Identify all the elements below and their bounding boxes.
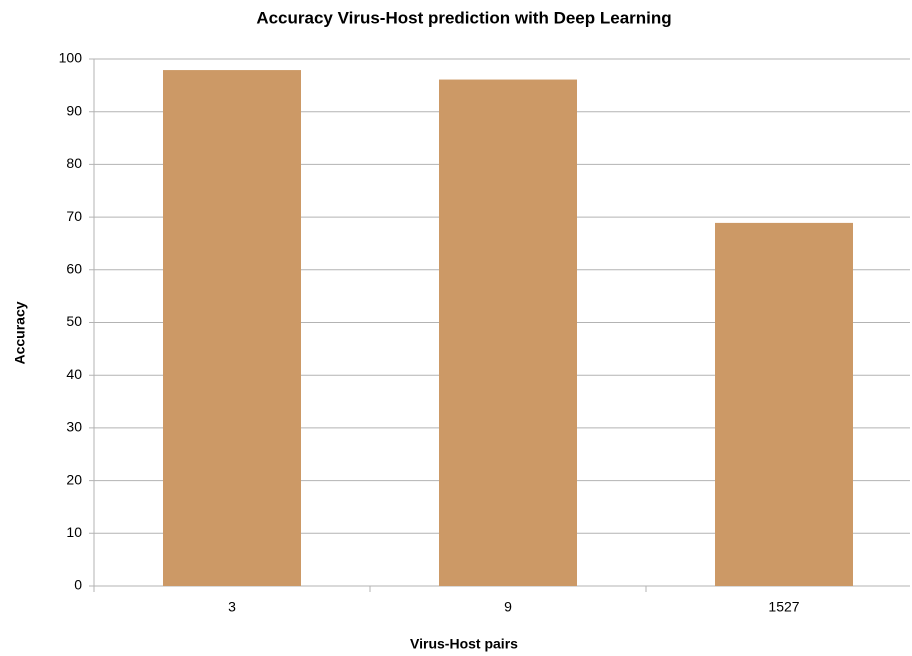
x-axis-label: Virus-Host pairs [410,636,518,652]
y-tick-label: 90 [66,102,82,118]
bar [439,79,577,586]
x-tick-label: 3 [228,599,236,615]
y-tick-label: 50 [66,313,82,329]
y-tick-label: 70 [66,208,82,224]
y-tick-label: 10 [66,524,82,540]
x-tick-label: 1527 [768,599,799,615]
y-tick-label: 20 [66,471,82,487]
x-tick-label: 9 [504,599,512,615]
y-tick-label: 100 [59,50,83,66]
y-tick-label: 60 [66,261,82,277]
bar [715,222,853,586]
y-tick-label: 30 [66,419,82,435]
chart-title: Accuracy Virus-Host prediction with Deep… [256,8,671,27]
bar [163,70,301,586]
y-tick-label: 0 [74,577,82,593]
y-tick-label: 40 [66,366,82,382]
y-axis-label: Accuracy [12,301,28,364]
y-tick-label: 80 [66,155,82,171]
